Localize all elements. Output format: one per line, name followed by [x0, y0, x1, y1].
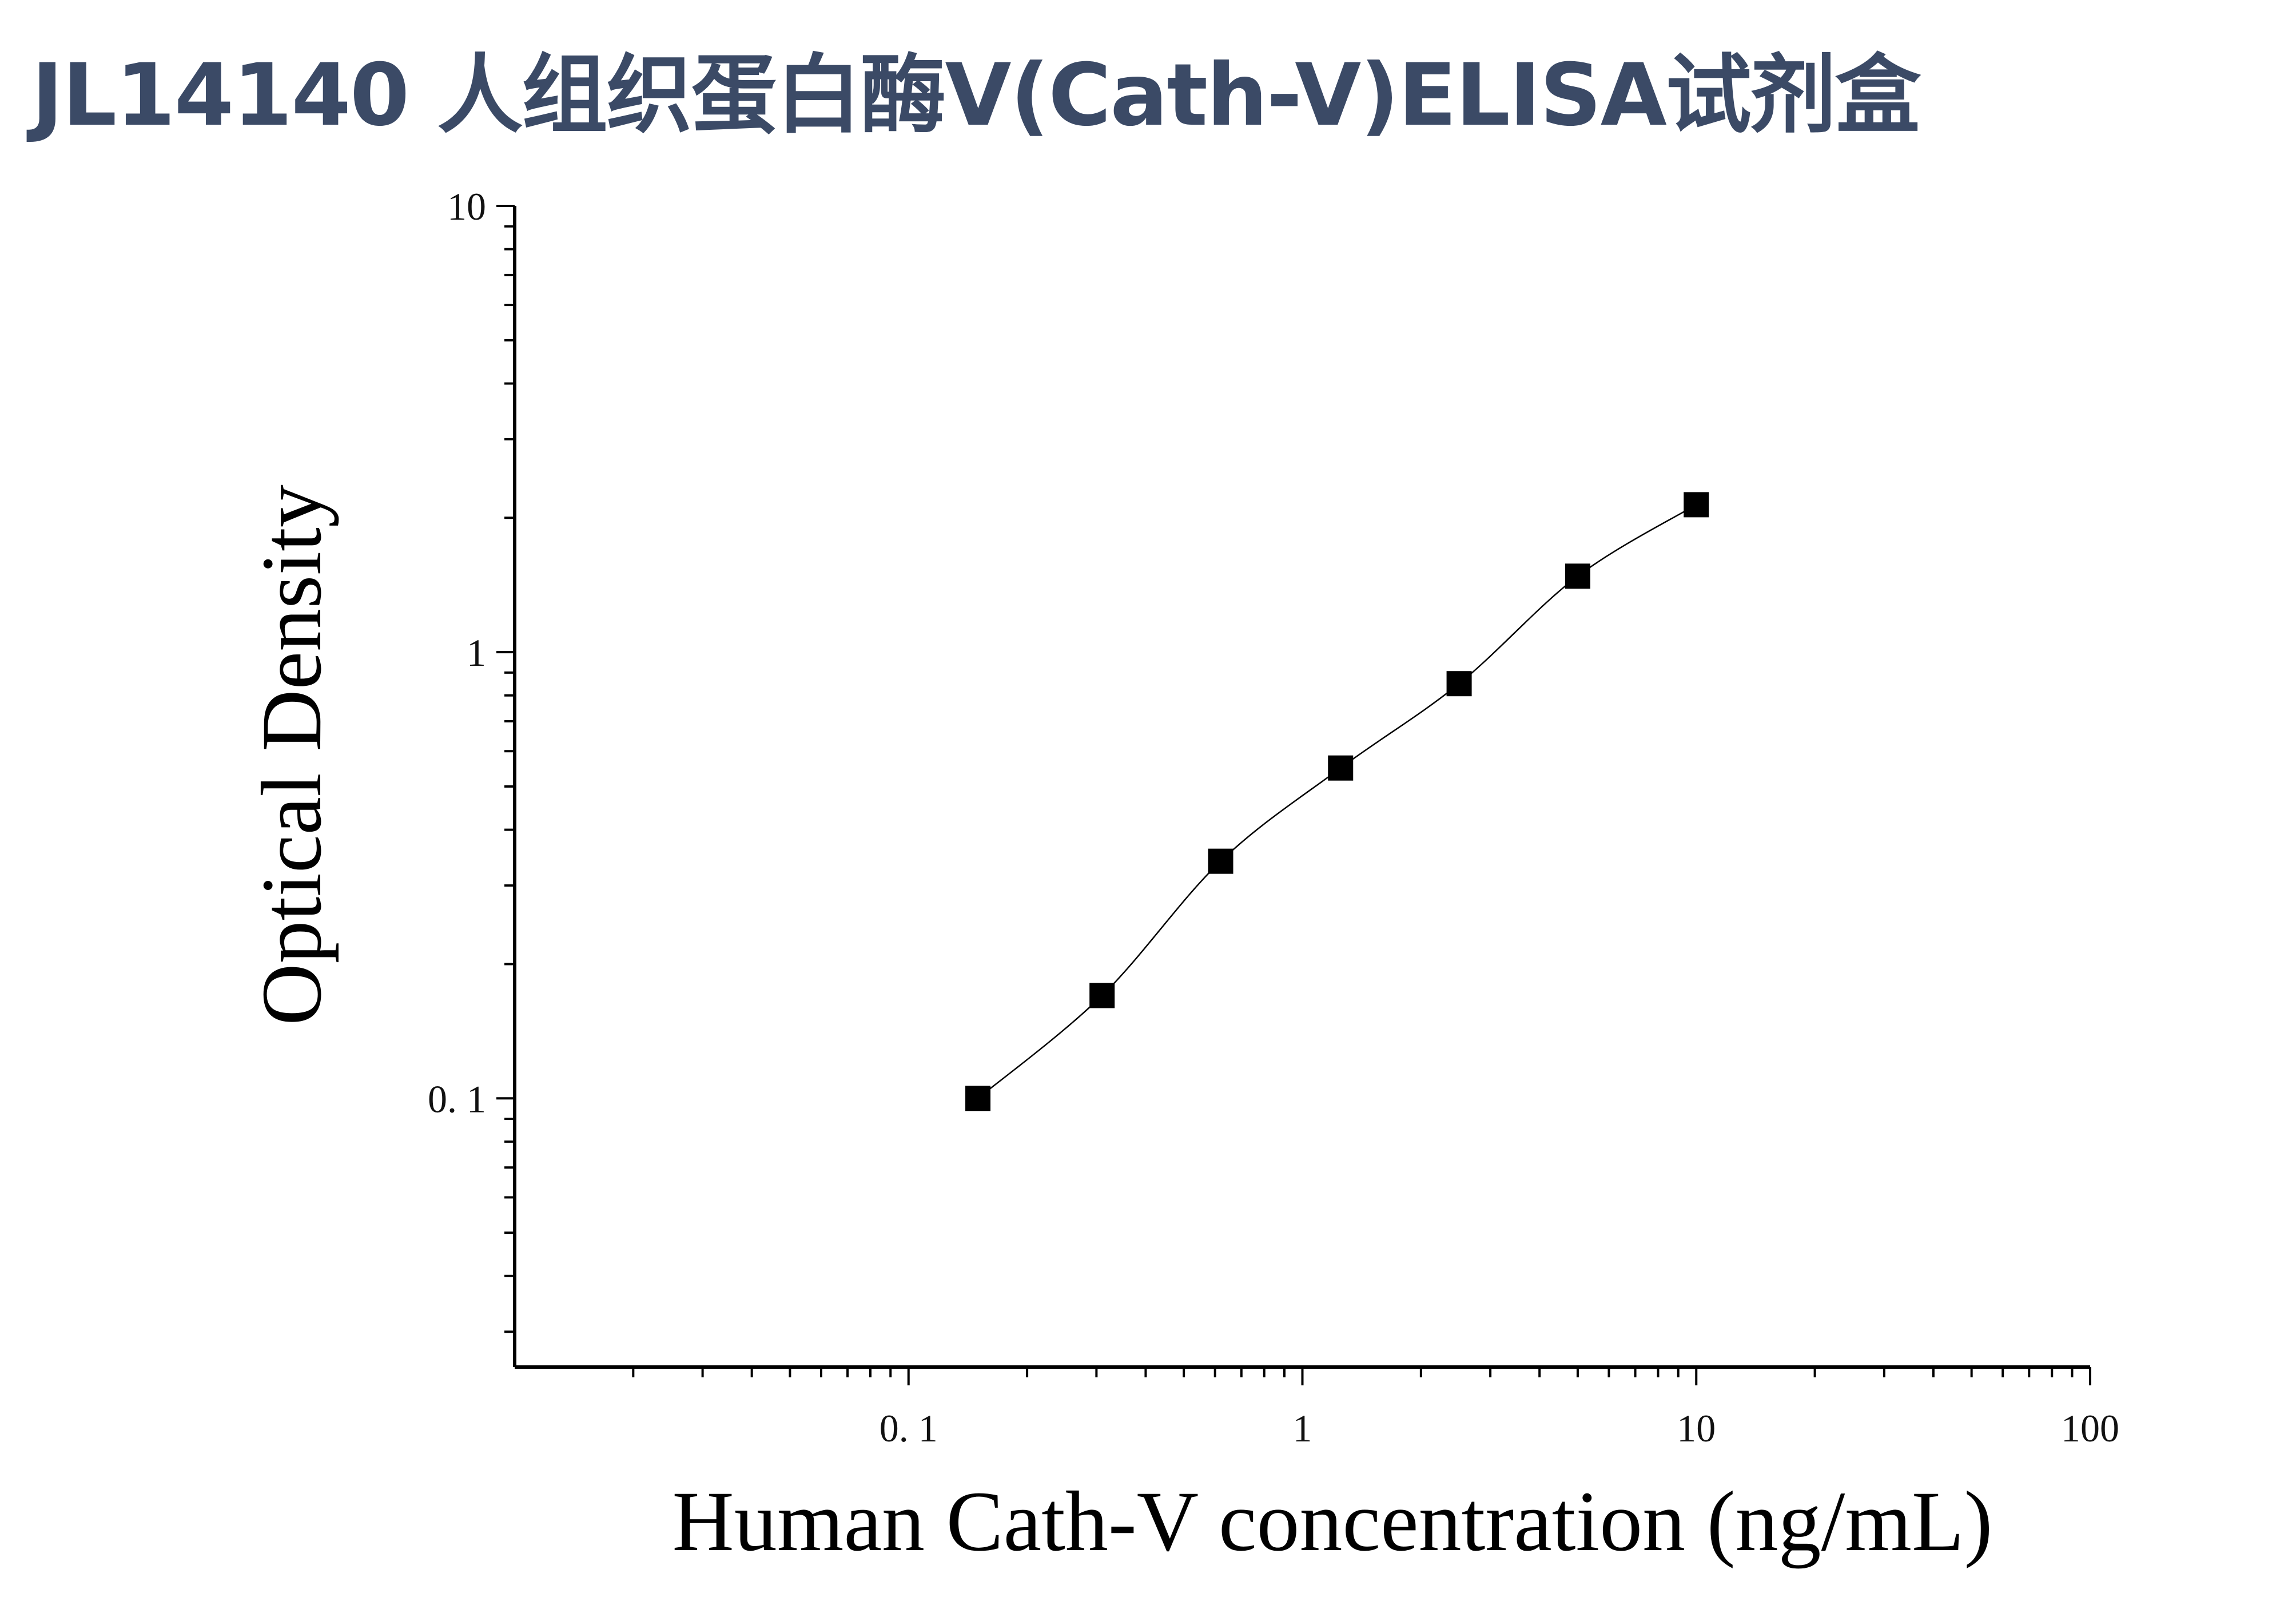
- data-point: [1208, 848, 1233, 874]
- x-axis-label: Human Cath-V concentration (ng/mL): [672, 1474, 1992, 1569]
- y-tick-label: 1: [467, 631, 486, 674]
- x-tick-label: 1: [1293, 1407, 1312, 1450]
- page-title: JL14140 人组织蛋白酶V(Cath-V)ELISA试剂盒: [31, 46, 1921, 145]
- data-point: [1565, 563, 1590, 589]
- data-point: [1089, 983, 1115, 1008]
- data-point: [1446, 671, 1472, 697]
- data-point: [1684, 492, 1709, 518]
- x-tick-label: 100: [2061, 1407, 2119, 1450]
- y-ticks: 0. 1 1 10: [428, 185, 515, 1333]
- y-axis-label: Optical Density: [244, 484, 339, 1026]
- axes: [513, 206, 2090, 1369]
- x-tick-label: 0. 1: [880, 1407, 938, 1450]
- data-point: [965, 1086, 991, 1111]
- x-tick-label: 10: [1677, 1407, 1716, 1450]
- data-points: [965, 492, 1709, 1111]
- fit-curve-layer: [977, 504, 1697, 1099]
- data-point: [1328, 755, 1354, 781]
- x-ticks: 0. 1 1 10 100: [632, 1367, 2119, 1450]
- y-tick-label: 10: [447, 185, 486, 228]
- fit-curve: [977, 504, 1697, 1099]
- y-tick-label: 0. 1: [428, 1077, 486, 1121]
